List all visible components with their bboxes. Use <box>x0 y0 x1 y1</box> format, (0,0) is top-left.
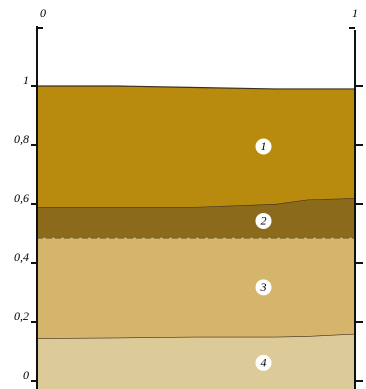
x-tick-label: 0 <box>40 6 46 20</box>
y-tick-label: 0,6 <box>14 191 29 205</box>
y-tick-label: 0 <box>23 368 29 382</box>
layer-marker <box>255 138 272 155</box>
layer-marker <box>255 354 272 371</box>
layer <box>37 86 355 207</box>
layer-marker <box>255 279 272 296</box>
y-tick-label: 0,8 <box>14 132 29 146</box>
x-tick-label: 1 <box>352 6 358 20</box>
layer <box>37 333 355 389</box>
y-tick-label: 0,4 <box>14 250 29 264</box>
layer-boundary <box>37 85 355 90</box>
layer <box>37 237 355 339</box>
y-tick-label: 1 <box>23 73 29 87</box>
layer-marker <box>255 212 272 229</box>
layer <box>37 198 355 238</box>
legend-label: 3 <box>260 280 267 294</box>
legend-label: 4 <box>261 356 267 370</box>
legend-label: 1 <box>261 139 267 153</box>
legend-label: 2 <box>261 214 267 228</box>
y-tick-label: 0,2 <box>14 309 29 323</box>
